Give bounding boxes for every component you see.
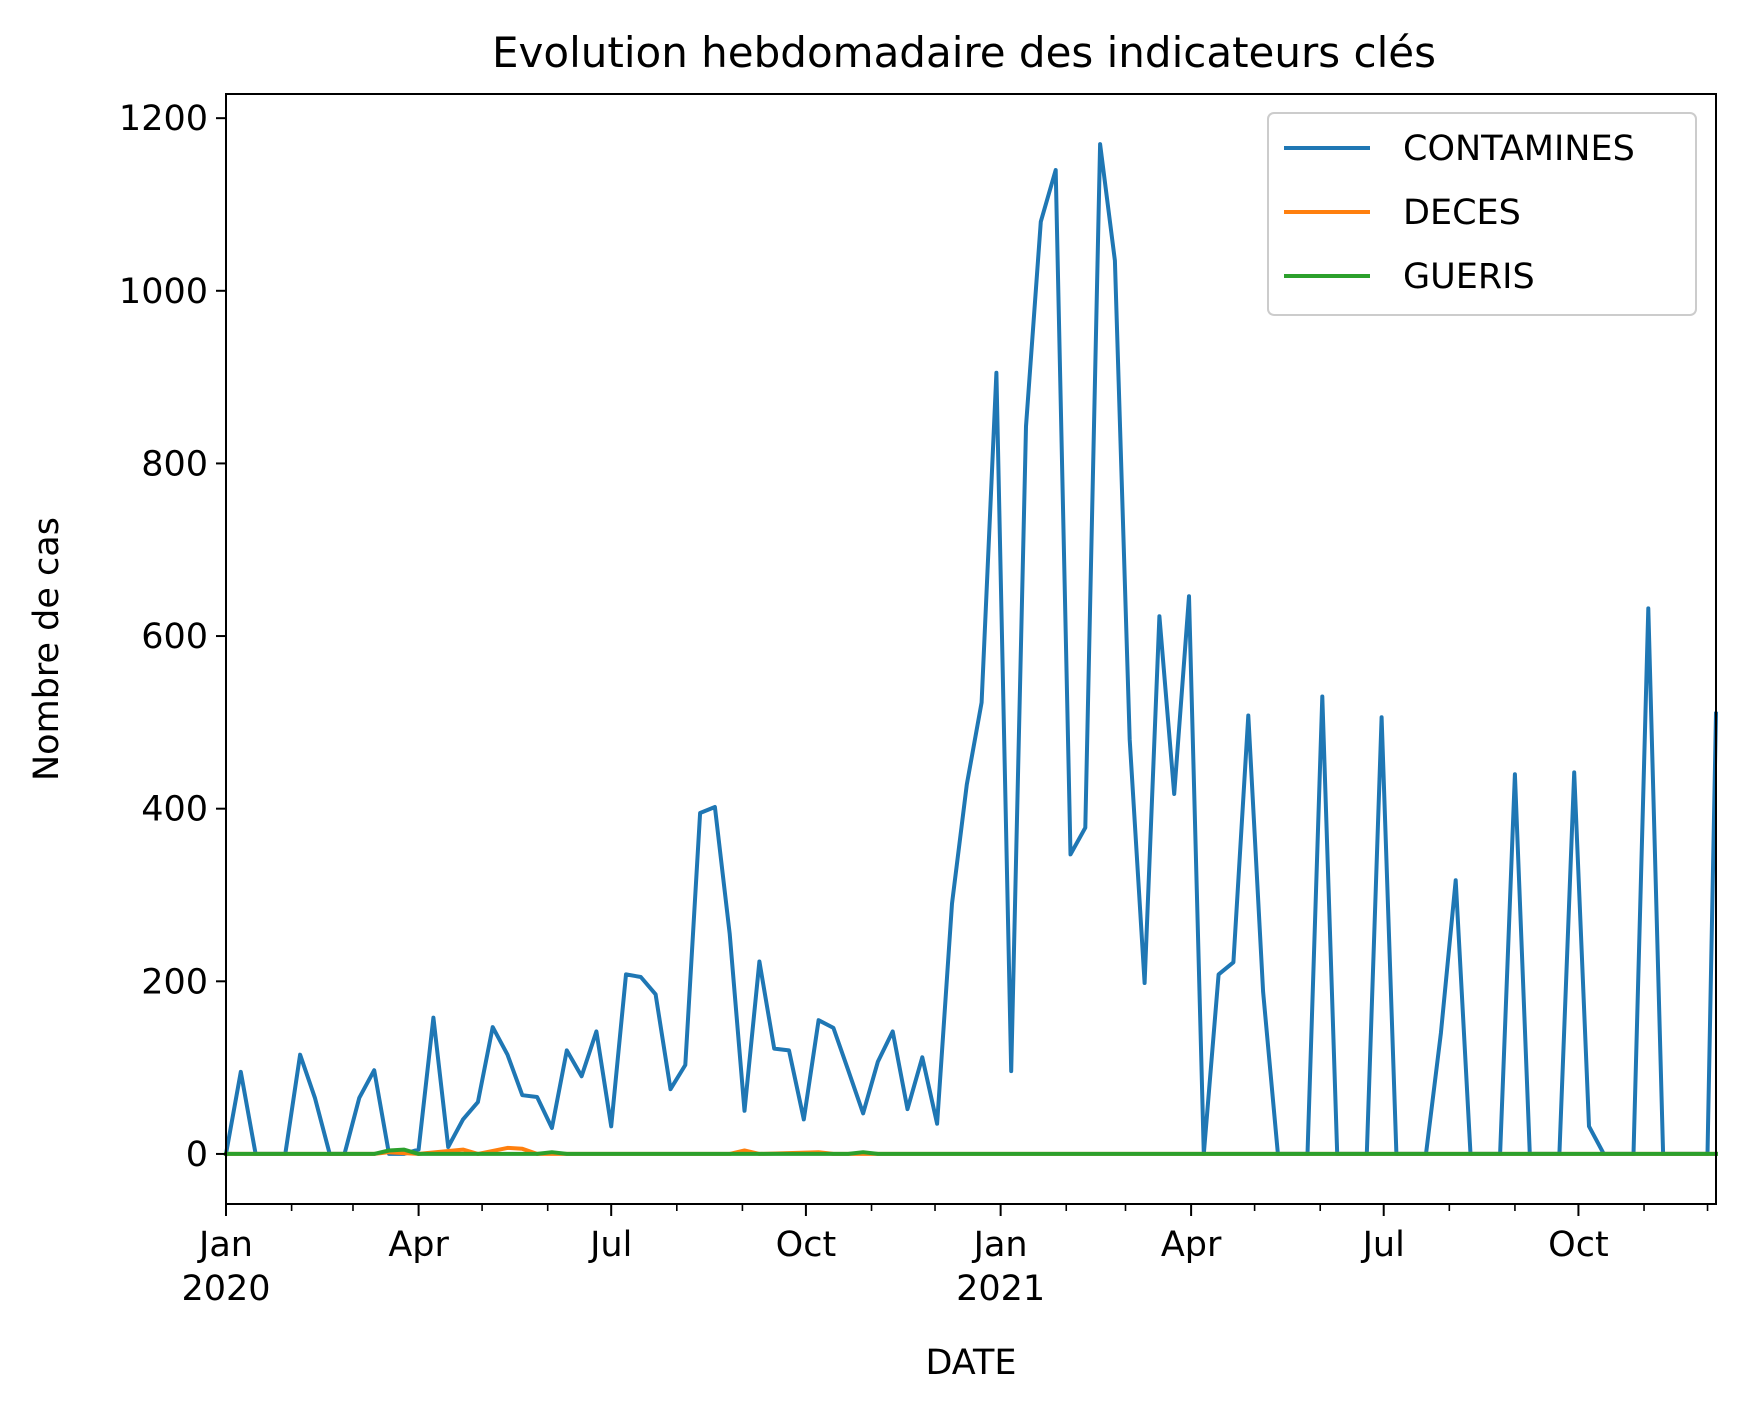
x-tick-label: Jan	[197, 1225, 253, 1265]
y-axis: 0 200 400 600 800 1000 1200	[119, 99, 226, 1175]
legend-label-deces: DECES	[1403, 193, 1521, 233]
x-tick-label: Jul	[588, 1225, 632, 1265]
chart-title: Evolution hebdomadaire des indicateurs c…	[492, 28, 1436, 77]
legend: CONTAMINES DECES GUERIS	[1267, 112, 1697, 316]
y-axis-label: Nombre de cas	[27, 517, 67, 781]
legend-label-contamines: CONTAMINES	[1403, 129, 1635, 169]
x-tick-label: Oct	[776, 1225, 837, 1265]
x-tick-label: Jan	[972, 1225, 1028, 1265]
legend-label-gueris: GUERIS	[1403, 257, 1535, 297]
series-line-gueris	[224, 1147, 1718, 1156]
x-axis-label: DATE	[925, 1343, 1016, 1383]
x-tick-year-label: 2020	[181, 1269, 270, 1309]
y-tick-label: 1000	[119, 272, 208, 312]
y-tick-label: 1200	[119, 99, 208, 139]
y-tick-label: 0	[186, 1135, 208, 1175]
y-tick-label: 600	[141, 617, 208, 657]
x-tick-label: Oct	[1548, 1225, 1609, 1265]
x-tick-label: Apr	[388, 1225, 449, 1265]
legend-box	[1267, 112, 1697, 316]
y-tick-label: 200	[141, 962, 208, 1002]
y-tick-label: 400	[141, 790, 208, 830]
y-tick-label: 800	[141, 444, 208, 484]
lines-layer	[223, 142, 1719, 1157]
x-tick-label: Apr	[1161, 1225, 1222, 1265]
plot-frame	[225, 93, 1717, 1205]
x-tick-year-label: 2021	[956, 1269, 1045, 1309]
x-tick-label: Jul	[1361, 1225, 1405, 1265]
